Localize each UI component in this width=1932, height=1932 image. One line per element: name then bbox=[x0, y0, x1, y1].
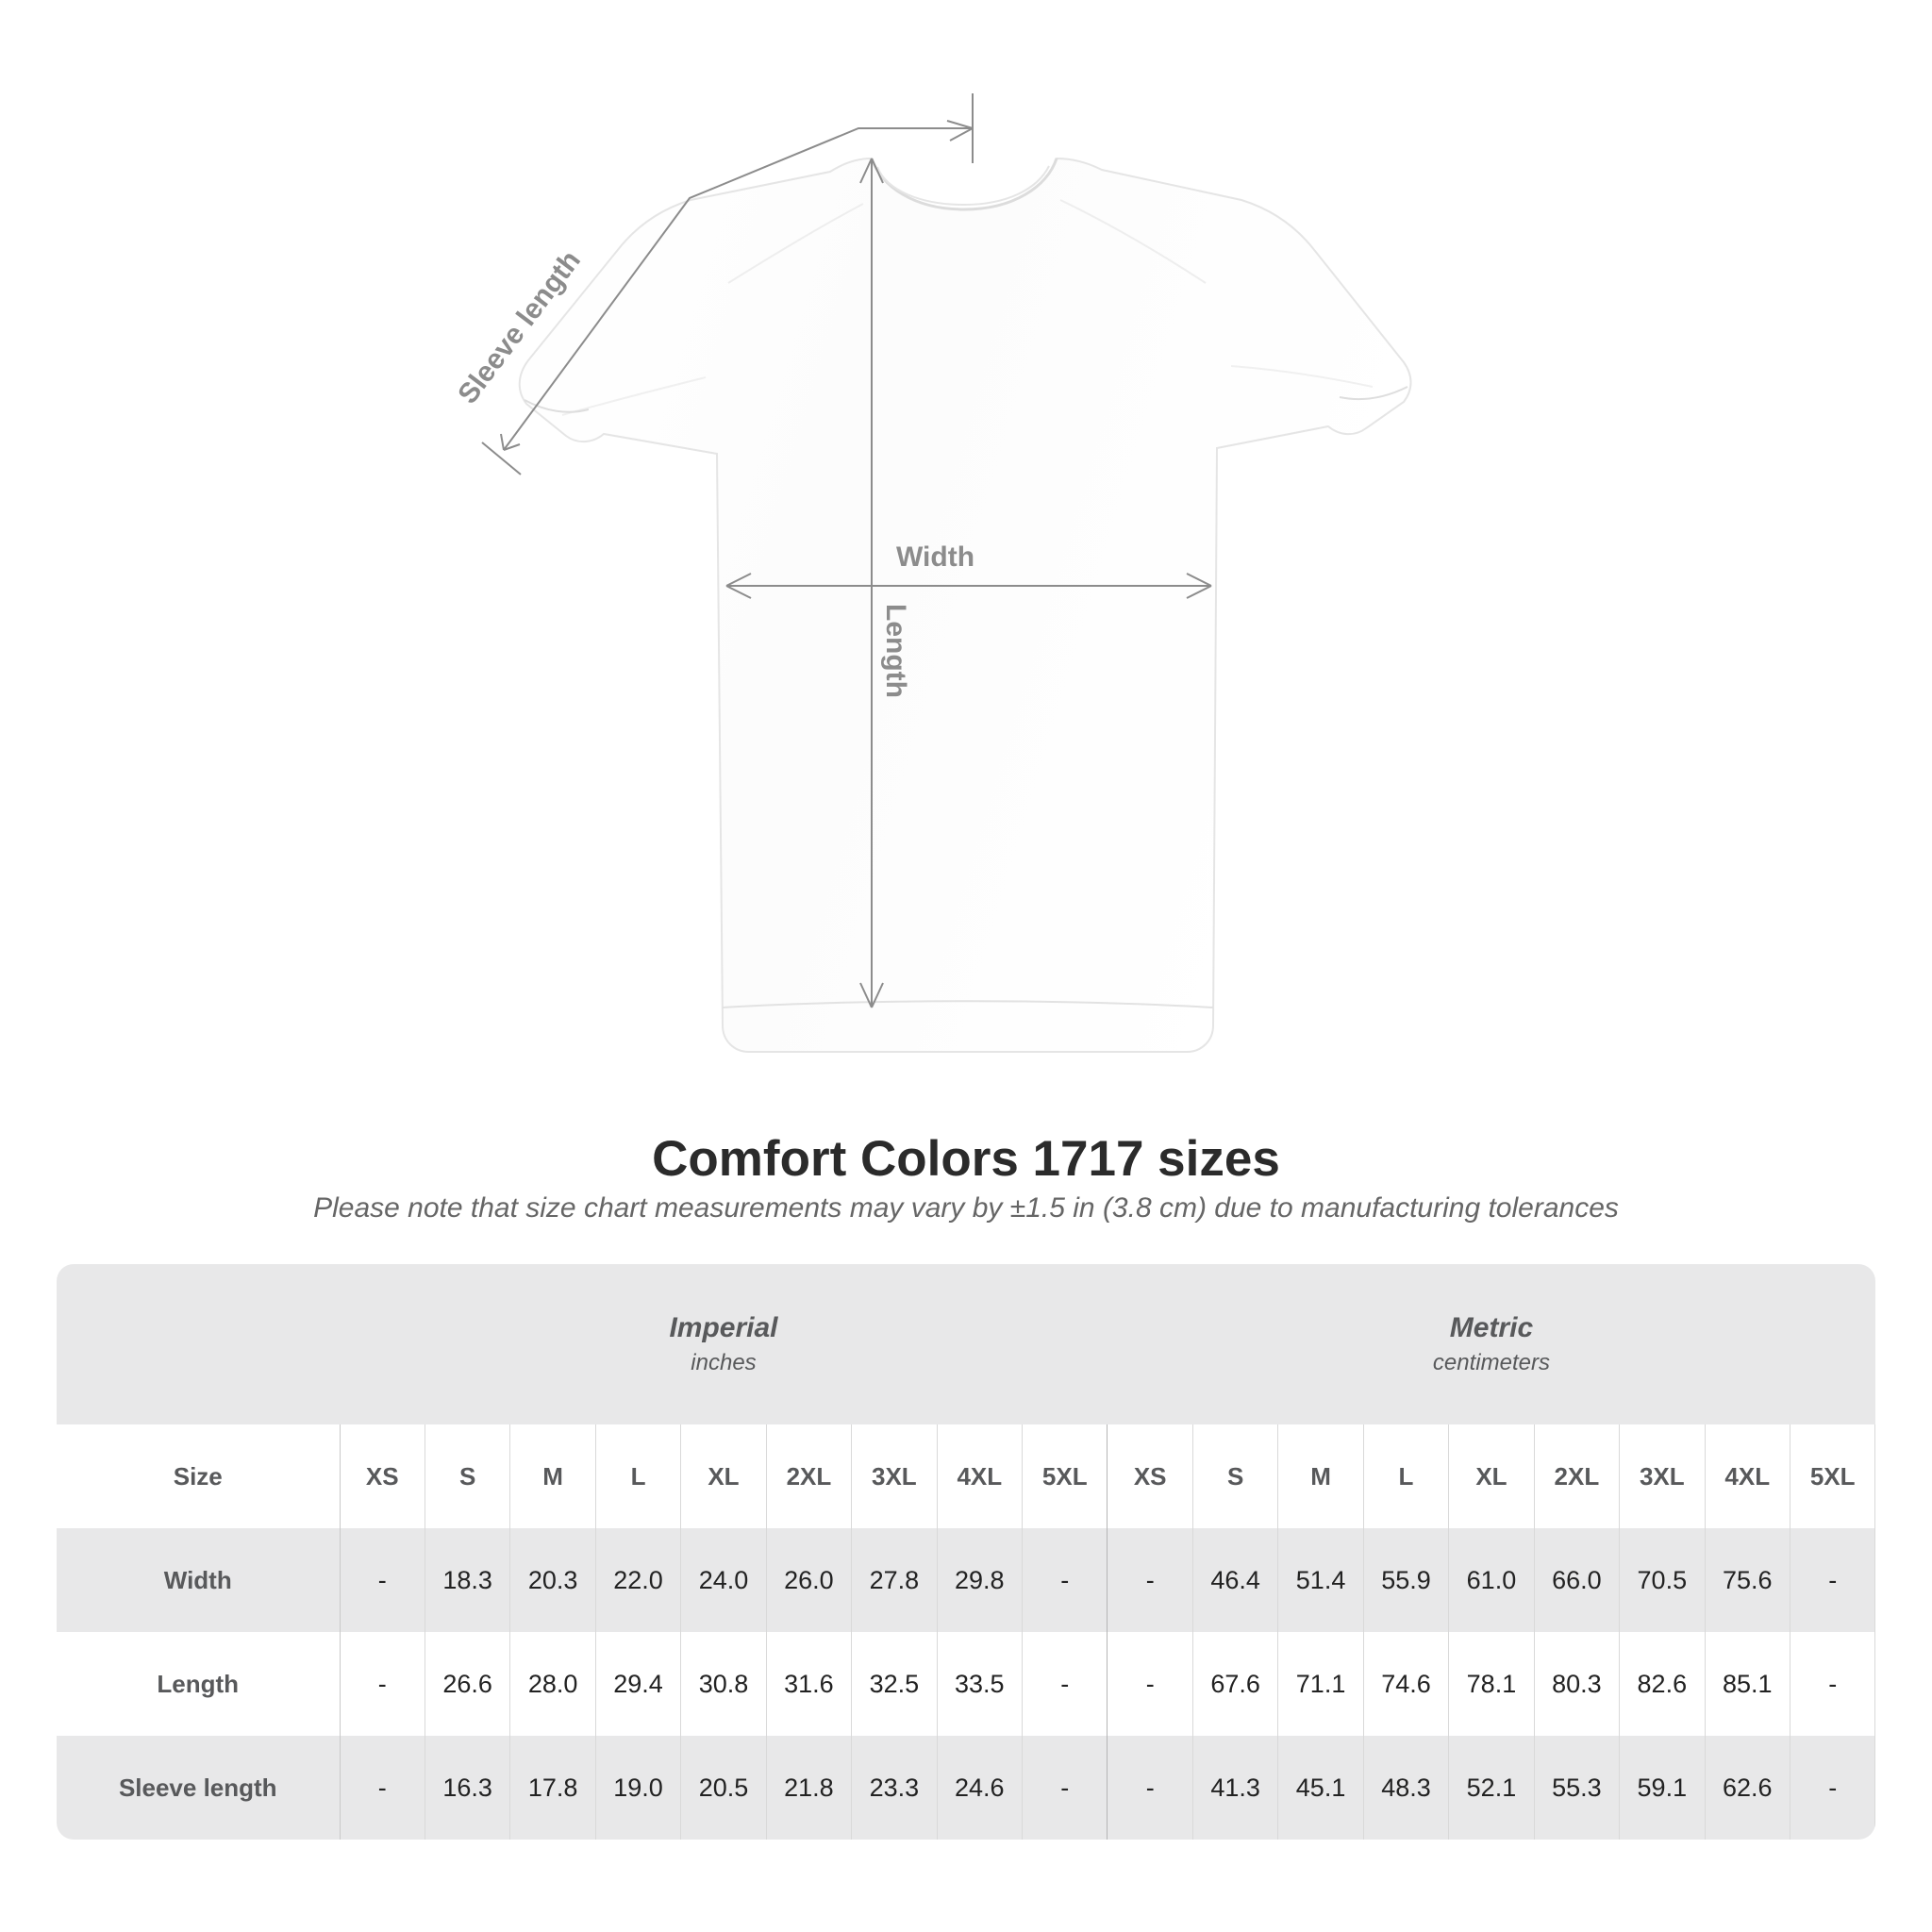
svg-text:Length: Length bbox=[880, 604, 911, 698]
svg-text:Width: Width bbox=[896, 541, 974, 573]
